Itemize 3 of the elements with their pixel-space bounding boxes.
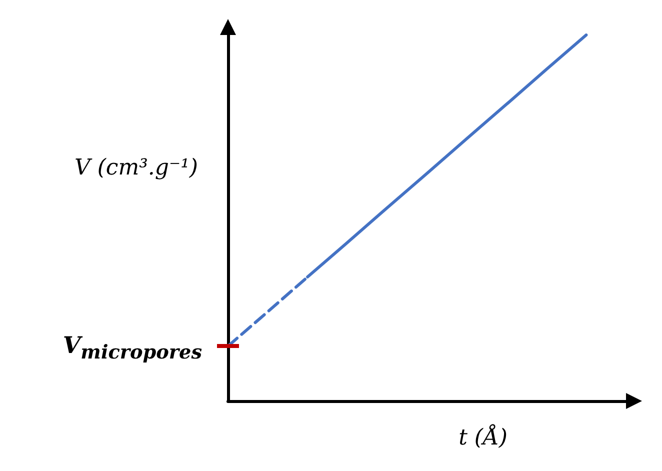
y-axis-title: V (cm³.g⁻¹) <box>74 156 198 180</box>
text: V$_{micropores}$ <box>62 332 202 366</box>
x-axis-title: t (Å) <box>458 424 508 450</box>
